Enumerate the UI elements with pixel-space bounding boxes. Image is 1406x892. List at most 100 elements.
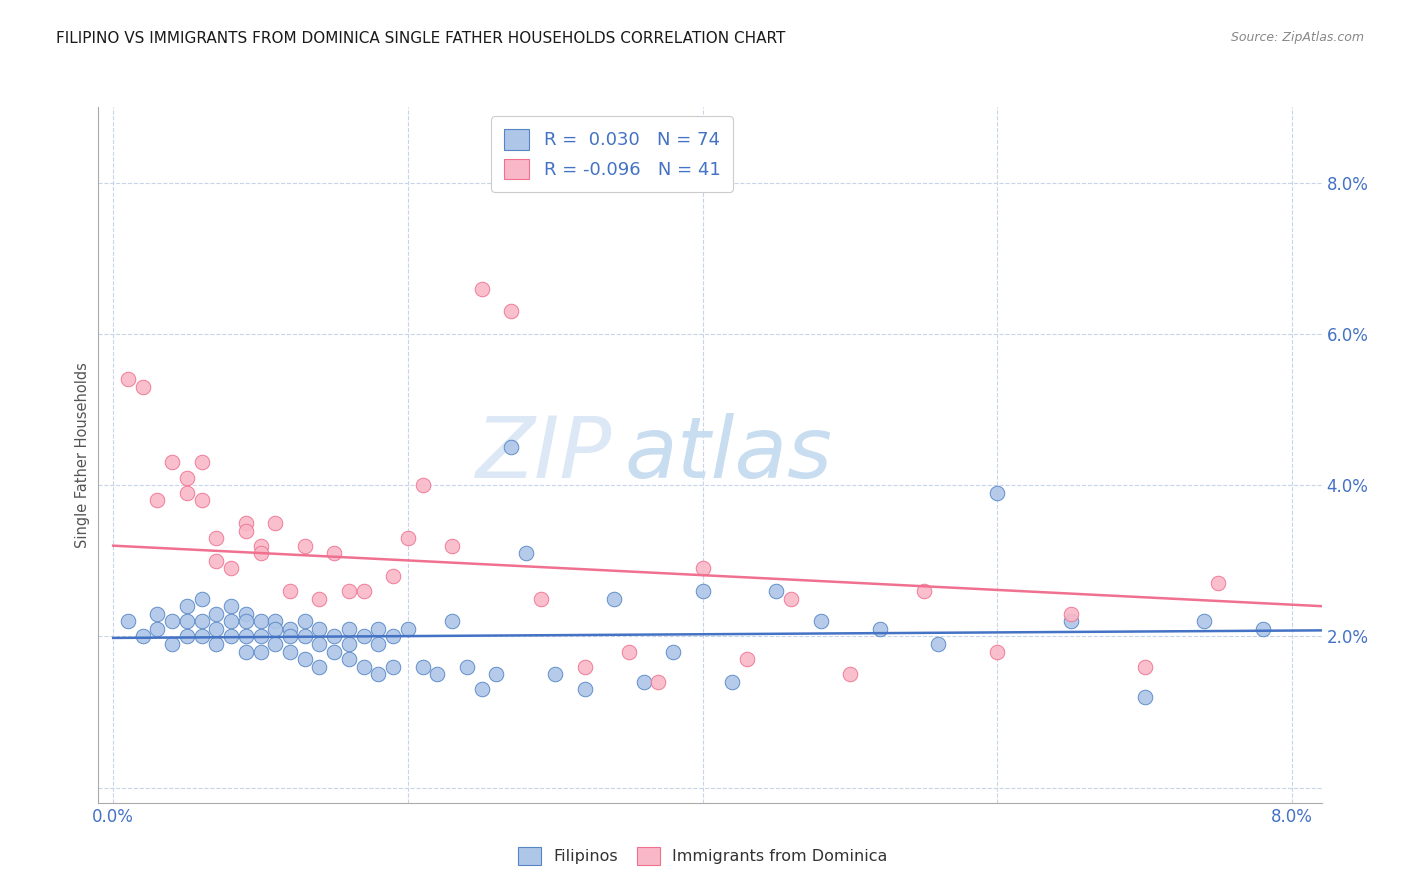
Point (219, 629, 242, 643)
Point (219, 599, 242, 614)
Point (353, 629, 375, 643)
Point (456, 659, 478, 673)
Point (412, 659, 434, 673)
Point (927, 637, 949, 651)
Point (278, 622, 301, 636)
Point (308, 591, 330, 606)
Point (617, 644, 640, 658)
Point (235, 607, 257, 621)
Text: atlas: atlas (624, 413, 832, 497)
Point (205, 531, 228, 545)
Point (264, 622, 287, 636)
Point (278, 644, 301, 658)
Text: FILIPINO VS IMMIGRANTS FROM DOMINICA SINGLE FATHER HOUSEHOLDS CORRELATION CHART: FILIPINO VS IMMIGRANTS FROM DOMINICA SIN… (56, 31, 786, 46)
Point (529, 591, 551, 606)
Point (692, 584, 714, 599)
Point (441, 615, 464, 629)
Point (544, 667, 567, 681)
Point (160, 637, 183, 651)
Point (131, 380, 153, 394)
Point (323, 644, 346, 658)
Point (574, 659, 596, 673)
Point (426, 667, 449, 681)
Point (190, 493, 212, 508)
Point (1208, 576, 1230, 591)
Point (367, 622, 389, 636)
Point (721, 674, 744, 689)
Point (264, 637, 287, 651)
Point (337, 622, 360, 636)
Point (1133, 659, 1156, 673)
Point (810, 615, 832, 629)
Point (367, 637, 389, 651)
Legend: R =  0.030   N = 74, R = -0.096   N = 41: R = 0.030 N = 74, R = -0.096 N = 41 (491, 116, 733, 192)
Point (249, 615, 271, 629)
Point (574, 682, 596, 697)
Point (160, 455, 183, 469)
Point (337, 637, 360, 651)
Point (515, 546, 537, 560)
Point (471, 682, 494, 697)
Point (205, 637, 228, 651)
Point (176, 485, 198, 500)
Point (662, 644, 685, 658)
Point (780, 591, 803, 606)
Point (249, 644, 271, 658)
Point (264, 516, 287, 530)
Point (146, 607, 169, 621)
Point (294, 652, 316, 666)
Point (131, 629, 153, 643)
Point (485, 667, 508, 681)
Point (382, 629, 405, 643)
Point (1251, 622, 1274, 636)
Point (735, 652, 758, 666)
Point (441, 539, 464, 553)
Point (308, 637, 330, 651)
Point (294, 629, 316, 643)
Point (205, 622, 228, 636)
Point (396, 531, 419, 545)
Point (986, 485, 1008, 500)
Point (117, 372, 139, 386)
Point (382, 569, 405, 583)
Text: ZIP: ZIP (475, 413, 612, 497)
Point (249, 546, 271, 560)
Point (471, 281, 494, 295)
Point (912, 584, 935, 599)
Point (869, 622, 891, 636)
Point (412, 478, 434, 492)
Point (986, 644, 1008, 658)
Point (692, 561, 714, 575)
Point (367, 667, 389, 681)
Point (382, 659, 405, 673)
Point (323, 546, 346, 560)
Point (205, 607, 228, 621)
Point (176, 470, 198, 484)
Point (1060, 615, 1083, 629)
Point (353, 584, 375, 599)
Point (308, 659, 330, 673)
Point (264, 615, 287, 629)
Point (219, 561, 242, 575)
Point (1060, 607, 1083, 621)
Point (278, 629, 301, 643)
Point (235, 516, 257, 530)
Point (146, 493, 169, 508)
Point (294, 539, 316, 553)
Point (353, 659, 375, 673)
Point (499, 441, 522, 455)
Point (633, 674, 655, 689)
Point (337, 652, 360, 666)
Point (323, 629, 346, 643)
Point (205, 554, 228, 568)
Point (235, 644, 257, 658)
Point (337, 584, 360, 599)
Point (176, 599, 198, 614)
Point (765, 584, 787, 599)
Point (176, 629, 198, 643)
Point (117, 615, 139, 629)
Text: Source: ZipAtlas.com: Source: ZipAtlas.com (1230, 31, 1364, 45)
Point (190, 591, 212, 606)
Point (146, 622, 169, 636)
Point (190, 629, 212, 643)
